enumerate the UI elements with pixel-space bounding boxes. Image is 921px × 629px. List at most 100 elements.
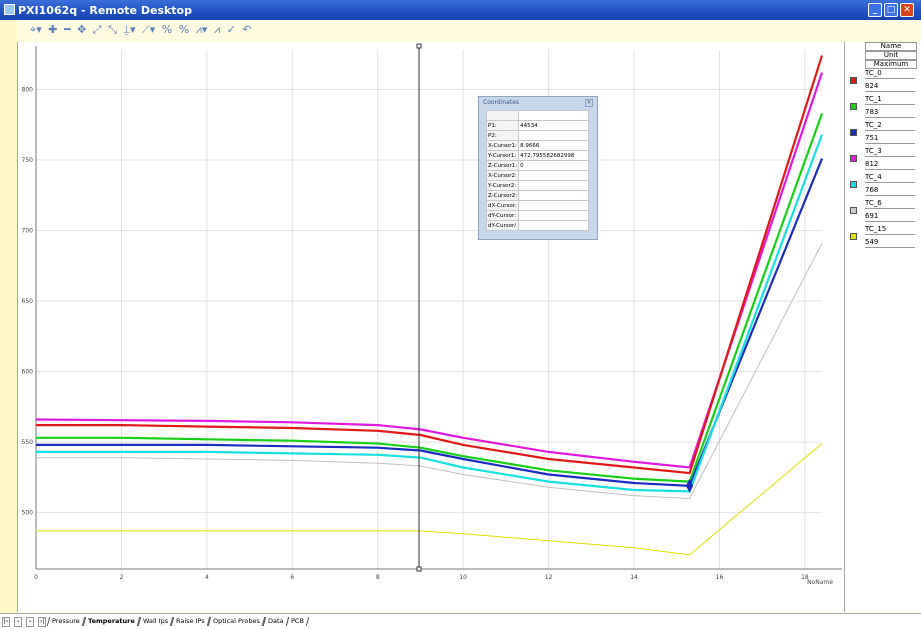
tab-raise-ips[interactable]: Raise IPs (170, 617, 210, 626)
peak-edit-icon[interactable]: ⩘ (213, 23, 221, 36)
trend-icon[interactable]: ⟋▾ (142, 23, 156, 36)
coord-label: dY-Cursor: (485, 210, 520, 221)
tab-label: PCB (291, 617, 304, 625)
minimize-button[interactable]: _ (868, 3, 882, 17)
legend-name: TC_0 (865, 69, 915, 79)
coord-row: dY-Cursor: (485, 210, 589, 221)
legend-header-unit: Unit (865, 51, 917, 60)
tab-optical-probes[interactable]: Optical Probes (207, 617, 265, 626)
zoom-x-icon[interactable]: ⤢ (92, 23, 102, 36)
chart-frame (17, 42, 921, 612)
zoom-in-icon[interactable]: ✚ (48, 23, 58, 36)
cursor-tool-icon[interactable]: ⌖▾ (30, 23, 42, 36)
legend-maximum: 751 (865, 134, 915, 144)
legend-maximum: 812 (865, 160, 915, 170)
legend-item[interactable]: TC_15 549 (845, 225, 921, 251)
x-tick-label: 10 (459, 574, 467, 581)
coordinates-dialog[interactable]: Coordinates × P1: 44534 P2: X-Cursor1: 8.966… (478, 96, 598, 240)
y-tick-label: 650 (22, 298, 34, 305)
legend-item[interactable]: TC_3 812 (845, 147, 921, 173)
sheet-tabs: |‹ ‹ › ›| Pressure Temperature Wall Ips Rai… (0, 613, 921, 629)
tab-wall-ips[interactable]: Wall Ips (137, 617, 174, 626)
line-chart[interactable]: 0 2 4 6 8 10 12 14 16 18 500 550 600 650 700 750 800 NoNa… (17, 42, 844, 612)
coordinates-table: P1: 44534 P2: X-Cursor1: 8.9666 Y-Cursor1: 472… (485, 110, 589, 231)
coord-row: X-Cursor1: 8.9666 (485, 140, 589, 151)
coord-value: 472.795582682998 (518, 150, 589, 161)
x-tick-label: 16 (716, 574, 724, 581)
series-line-tc-15 (36, 443, 823, 556)
legend-swatch[interactable] (850, 77, 857, 84)
legend-name: TC_2 (865, 121, 915, 131)
prev-tab-icon[interactable]: ‹ (14, 617, 23, 627)
legend-maximum: 783 (865, 108, 915, 118)
coord-value (518, 170, 589, 181)
coord-value (518, 190, 589, 201)
coordinates-title: Coordinates (483, 99, 520, 106)
legend-panel: Name Unit Maximum TC_0 824 TC_1 783 TC_2 751 T… (844, 42, 921, 612)
close-icon[interactable]: × (585, 99, 593, 107)
marker-icon[interactable]: ⍊▾ (123, 23, 136, 36)
legend-maximum: 768 (865, 186, 915, 196)
legend-swatch[interactable] (850, 207, 857, 214)
tab-label: Raise IPs (175, 617, 205, 625)
tab-data[interactable]: Data (262, 617, 289, 626)
tab-pcb[interactable]: PCB (285, 617, 310, 626)
tab-temperature[interactable]: Temperature (82, 617, 141, 626)
y-tick-label: 750 (22, 157, 34, 164)
coord-value (518, 130, 589, 141)
legend-item[interactable]: TC_1 783 (845, 95, 921, 121)
legend-item[interactable]: TC_2 751 (845, 121, 921, 147)
coord-row: Y-Cursor2: (485, 180, 589, 191)
check-icon[interactable]: ✓ (226, 23, 236, 36)
y-tick-label: 700 (22, 228, 34, 235)
coord-row: X-Cursor2: (485, 170, 589, 181)
first-tab-icon[interactable]: |‹ (2, 617, 10, 627)
coord-value: 8.9666 (518, 140, 589, 151)
coord-label: X-Cursor2: (485, 170, 520, 181)
tab-pressure[interactable]: Pressure (47, 617, 86, 626)
legend-name: TC_1 (865, 95, 915, 105)
legend-swatch[interactable] (850, 155, 857, 162)
coord-label: P1: (485, 120, 520, 131)
legend-item[interactable]: TC_4 768 (845, 173, 921, 199)
percent-b-icon[interactable]: % (178, 23, 190, 36)
maximize-button[interactable]: □ (884, 3, 898, 17)
legend-swatch[interactable] (850, 181, 857, 188)
x-tick-label: 14 (630, 574, 638, 581)
legend-item[interactable]: TC_0 824 (845, 69, 921, 95)
coord-value (518, 210, 589, 221)
close-button[interactable]: ✕ (900, 3, 914, 17)
zoom-y-icon[interactable]: ⤡ (108, 23, 117, 36)
legend-swatch[interactable] (850, 129, 857, 136)
legend-name: TC_15 (865, 225, 915, 235)
coord-label: P2: (485, 130, 520, 141)
legend-item[interactable]: TC_6 691 (845, 199, 921, 225)
legend-name: TC_4 (865, 173, 915, 183)
percent-a-icon[interactable]: % (161, 23, 173, 36)
y-tick-label: 600 (22, 369, 34, 376)
legend-maximum: 824 (865, 82, 915, 92)
tab-label: Temperature (88, 617, 135, 625)
x-tick-label: 18 (801, 574, 809, 581)
peak-icon[interactable]: ⩘▾ (195, 23, 208, 36)
zoom-out-icon[interactable]: ━ (63, 23, 71, 36)
coord-value: 0 (518, 160, 589, 171)
legend-swatch[interactable] (850, 103, 857, 110)
remote-desktop-icon (4, 4, 15, 15)
pan-icon[interactable]: ✥ (77, 23, 87, 36)
reset-icon[interactable]: ↶ (242, 23, 252, 36)
legend-header-maximum: Maximum (865, 60, 917, 69)
coord-label: Y-Cursor1: (485, 150, 520, 161)
chart-toolbar: ⌖▾ ✚ ━ ✥ ⤢ ⤡ ⍊▾ ⟋▾ % % ⩘▾ ⩘ ✓ ↶ (30, 23, 330, 41)
coord-value: 44534 (518, 120, 589, 131)
coord-label: dY-Cursor/ (485, 220, 520, 231)
coord-row-blank (485, 110, 589, 121)
legend-swatch[interactable] (850, 233, 857, 240)
cursor-handle-top (416, 43, 422, 49)
next-tab-icon[interactable]: › (26, 617, 35, 627)
coord-row: P1: 44534 (485, 120, 589, 131)
coord-row: P2: (485, 130, 589, 141)
tab-label: Data (267, 617, 284, 625)
last-tab-icon[interactable]: ›| (38, 617, 47, 627)
tab-label: Pressure (52, 617, 81, 625)
